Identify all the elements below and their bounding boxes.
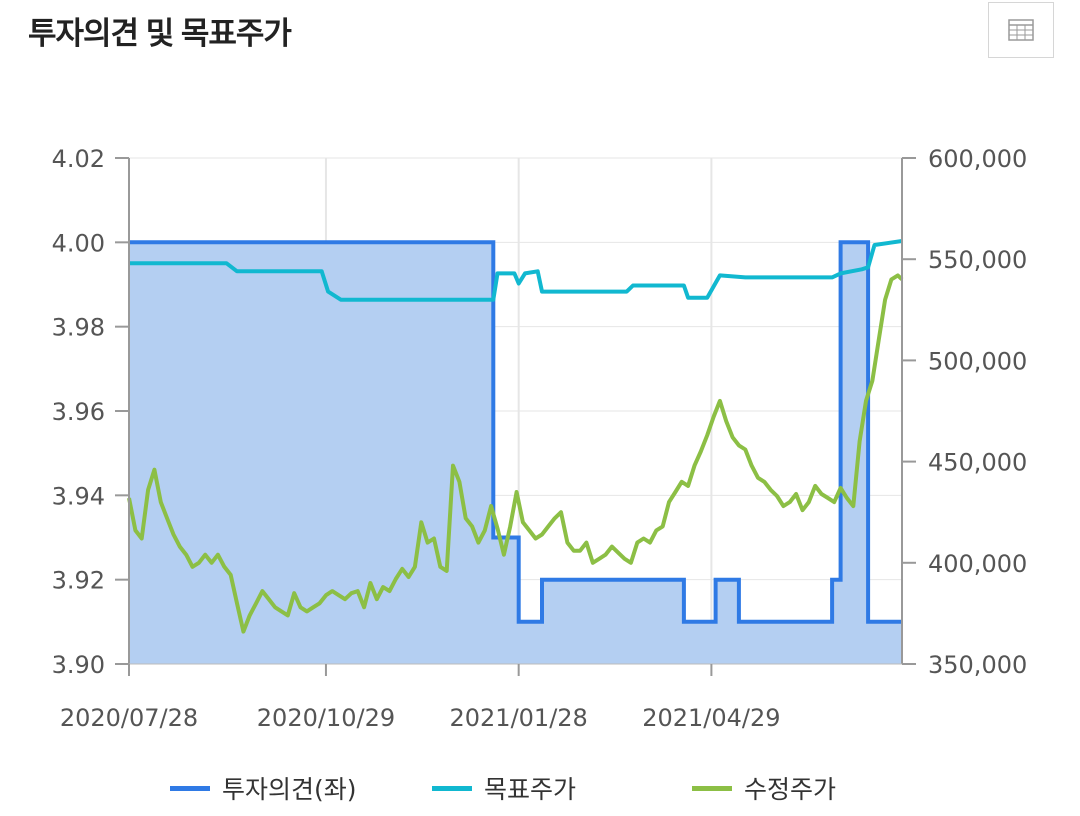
x-tick-label: 2021/04/29	[642, 704, 780, 732]
legend-label-opinion: 투자의견(좌)	[222, 775, 357, 804]
legend-swatch-opinion	[170, 785, 210, 791]
opinion-target-chart: 4.02 4.00 3.98 3.96 3.94 3.92 3.90 600,000 550,0…	[52, 145, 1028, 732]
legend-item-opinion[interactable]: 투자의견(좌)	[170, 770, 357, 806]
right-tick-label: 600,000	[928, 145, 1027, 173]
opinion-area	[129, 242, 902, 665]
x-tick-label: 2020/10/29	[257, 704, 395, 732]
legend-item-price[interactable]: 수정주가	[692, 770, 836, 806]
right-tick-label: 500,000	[928, 347, 1027, 375]
right-tick-label: 400,000	[928, 550, 1027, 578]
left-tick-label: 3.96	[52, 398, 105, 426]
x-tick-label: 2021/01/28	[450, 704, 588, 732]
left-tick-label: 3.98	[52, 314, 105, 342]
legend-swatch-target	[432, 785, 472, 791]
series-line-target	[129, 239, 903, 302]
right-tick-label: 350,000	[928, 651, 1027, 679]
chart-title: 투자의견 및 목표주가	[28, 16, 292, 51]
legend-item-target[interactable]: 목표주가	[432, 770, 576, 806]
chart-legend: 투자의견(좌) 목표주가 수정주가	[0, 770, 1080, 814]
table-view-button[interactable]	[988, 2, 1054, 58]
legend-label-target: 목표주가	[484, 775, 577, 804]
series-line-opinion	[129, 240, 902, 624]
x-tick-label: 2020/07/28	[60, 704, 198, 732]
table-grid-icon	[1008, 19, 1034, 41]
left-tick-label: 4.02	[52, 145, 105, 173]
left-tick-label: 3.92	[52, 567, 105, 595]
legend-swatch-price	[692, 785, 732, 791]
legend-label-price: 수정주가	[744, 775, 837, 804]
left-tick-label: 3.94	[52, 482, 105, 510]
left-tick-label: 4.00	[52, 229, 105, 257]
right-tick-label: 550,000	[928, 246, 1027, 274]
right-tick-label: 450,000	[928, 449, 1027, 477]
left-tick-label: 3.90	[52, 651, 105, 679]
series-line-price	[127, 273, 904, 634]
